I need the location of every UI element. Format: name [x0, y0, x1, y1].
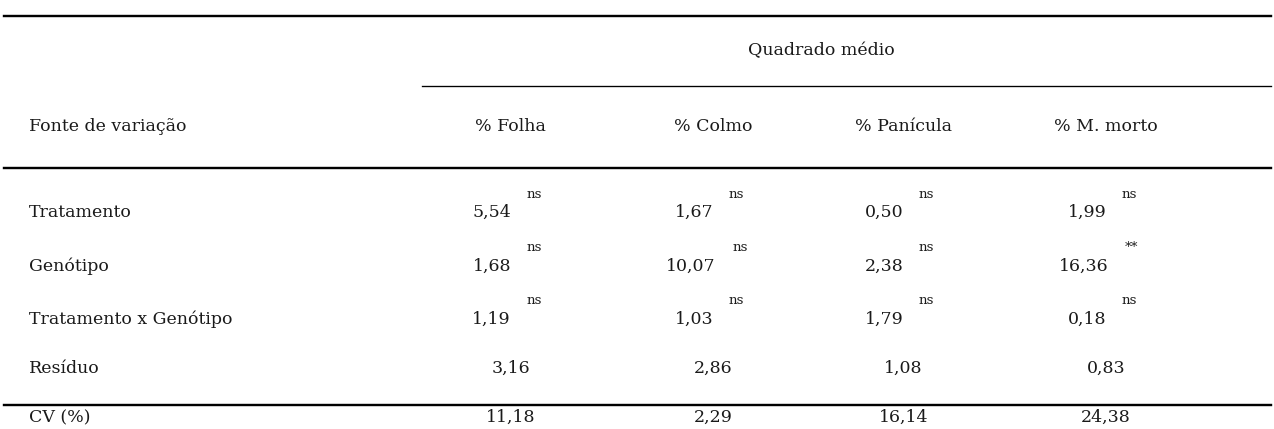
Text: ns: ns [1121, 294, 1136, 307]
Text: Genótipo: Genótipo [29, 257, 110, 275]
Text: 1,99: 1,99 [1068, 204, 1106, 221]
Text: 16,14: 16,14 [878, 409, 927, 426]
Text: % Colmo: % Colmo [674, 118, 752, 135]
Text: 10,07: 10,07 [665, 257, 715, 275]
Text: 24,38: 24,38 [1080, 409, 1130, 426]
Text: ns: ns [919, 294, 934, 307]
Text: % M. morto: % M. morto [1054, 118, 1157, 135]
Text: ns: ns [729, 188, 744, 201]
Text: CV (%): CV (%) [29, 409, 90, 426]
Text: Tratamento x Genótipo: Tratamento x Genótipo [29, 310, 233, 328]
Text: 1,08: 1,08 [884, 360, 922, 377]
Text: % Folha: % Folha [475, 118, 545, 135]
Text: ns: ns [729, 294, 744, 307]
Text: 0,83: 0,83 [1087, 360, 1125, 377]
Text: ns: ns [526, 241, 541, 254]
Text: 1,03: 1,03 [675, 311, 713, 328]
Text: 2,29: 2,29 [693, 409, 733, 426]
Text: ns: ns [733, 241, 748, 254]
Text: Quadrado médio: Quadrado médio [748, 42, 894, 60]
Text: ns: ns [1121, 188, 1136, 201]
Text: 2,38: 2,38 [865, 257, 903, 275]
Text: 0,18: 0,18 [1068, 311, 1106, 328]
Text: Resíduo: Resíduo [29, 360, 101, 377]
Text: ns: ns [919, 188, 934, 201]
Text: Fonte de variação: Fonte de variação [29, 118, 187, 135]
Text: **: ** [1125, 241, 1138, 254]
Text: ns: ns [526, 294, 541, 307]
Text: 16,36: 16,36 [1057, 257, 1107, 275]
Text: 11,18: 11,18 [485, 409, 535, 426]
Text: 1,67: 1,67 [675, 204, 713, 221]
Text: 5,54: 5,54 [473, 204, 511, 221]
Text: Tratamento: Tratamento [29, 204, 132, 221]
Text: 1,19: 1,19 [473, 311, 511, 328]
Text: 2,86: 2,86 [693, 360, 733, 377]
Text: 0,50: 0,50 [865, 204, 903, 221]
Text: 1,79: 1,79 [865, 311, 903, 328]
Text: ns: ns [919, 241, 934, 254]
Text: 1,68: 1,68 [473, 257, 511, 275]
Text: ns: ns [526, 188, 541, 201]
Text: % Panícula: % Panícula [855, 118, 952, 135]
Text: 3,16: 3,16 [490, 360, 530, 377]
